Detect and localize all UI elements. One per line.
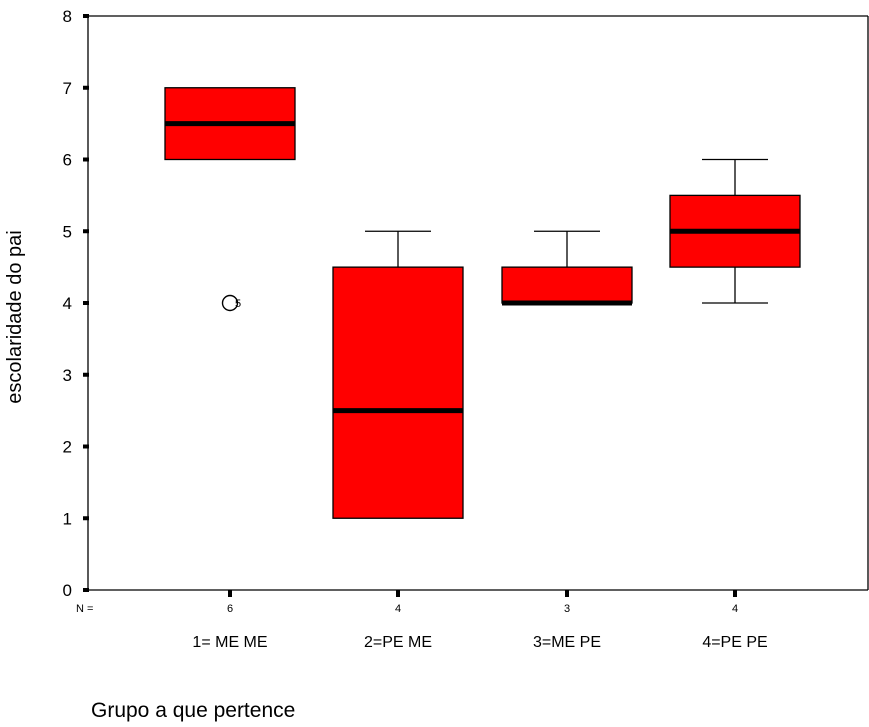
x-tick <box>733 590 737 597</box>
y-tick-label: 7 <box>63 79 72 98</box>
iqr-box <box>501 266 633 304</box>
category-label: 4=PE PE <box>702 634 767 651</box>
y-tick <box>83 229 89 234</box>
y-tick-label: 8 <box>63 7 72 26</box>
y-tick-label: 6 <box>63 151 72 170</box>
n-count-label: 4 <box>395 603 401 615</box>
x-tick <box>228 590 232 597</box>
y-tick-label: 1 <box>63 509 72 528</box>
y-tick-label: 0 <box>63 581 72 600</box>
y-tick-label: 4 <box>63 294 72 313</box>
y-axis: 0 1 2 3 4 5 6 7 8 <box>63 7 89 600</box>
y-tick <box>83 301 89 305</box>
y-tick <box>83 444 89 449</box>
category-label: 3=ME PE <box>533 634 601 651</box>
x-axis: 6 1= ME ME 4 2=PE ME 3 3=ME PE 4 4=PE PE <box>192 590 768 651</box>
outlier-point <box>221 294 239 312</box>
n-label: N = <box>76 603 93 615</box>
y-tick <box>83 157 89 162</box>
x-axis-label: Grupo a que pertence <box>91 699 295 722</box>
y-tick <box>83 516 89 521</box>
boxes <box>164 87 801 519</box>
y-tick <box>83 85 89 90</box>
box-plot-group <box>332 230 464 519</box>
n-count-label: 3 <box>564 603 570 615</box>
y-axis-label: escolaridade do pai <box>4 230 26 403</box>
box-plot-group <box>669 158 801 304</box>
y-tick-label: 3 <box>63 366 72 385</box>
box-plot-group <box>164 87 296 161</box>
iqr-box <box>332 266 464 519</box>
y-tick <box>83 372 89 377</box>
box-plot-group <box>501 230 633 306</box>
n-count-label: 6 <box>227 603 233 615</box>
category-label: 1= ME ME <box>192 634 267 651</box>
outliers: 5 <box>221 294 241 312</box>
y-tick <box>83 14 89 18</box>
x-tick <box>565 590 569 597</box>
n-count-label: 4 <box>732 603 738 615</box>
y-tick <box>83 588 89 592</box>
y-tick-label: 5 <box>63 222 72 241</box>
category-label: 2=PE ME <box>364 634 432 651</box>
x-tick <box>396 590 400 597</box>
outlier-label: 5 <box>235 298 241 310</box>
y-tick-label: 2 <box>63 438 72 457</box>
